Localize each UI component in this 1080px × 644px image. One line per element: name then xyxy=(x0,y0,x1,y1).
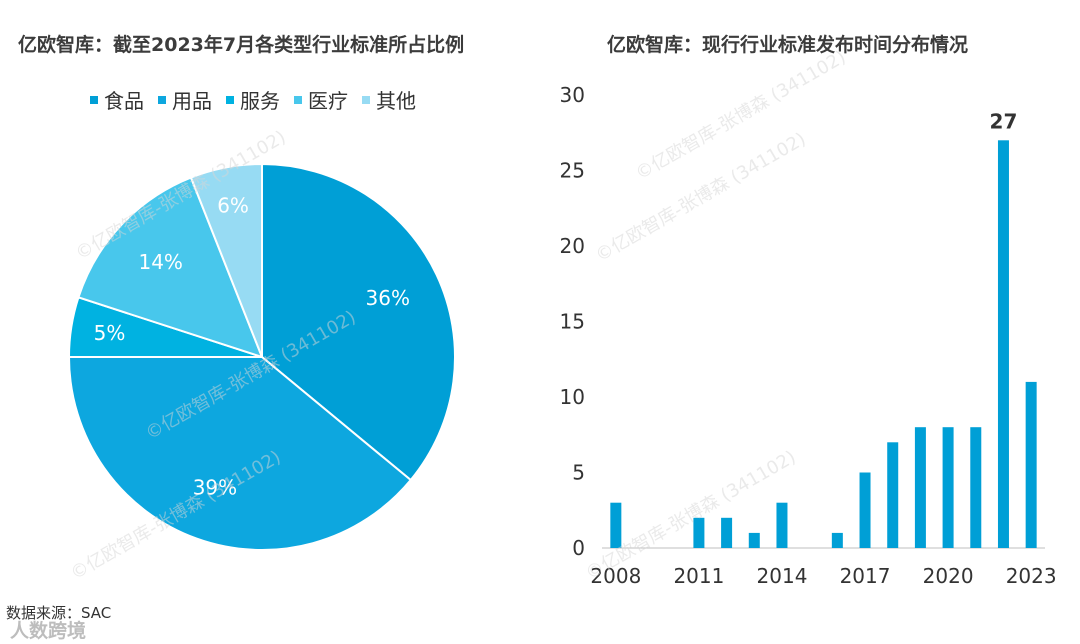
bar-2022 xyxy=(997,140,1009,549)
x-tick-label: 2014 xyxy=(757,564,808,588)
bar-2011 xyxy=(693,517,705,548)
pie-slice-医疗 xyxy=(77,176,264,359)
bar-2021 xyxy=(970,427,982,548)
bar-2008 xyxy=(610,502,622,548)
bar-2012 xyxy=(721,517,733,548)
legend-label: 食品 xyxy=(104,89,144,113)
legend-swatch xyxy=(362,95,370,104)
bar-2013 xyxy=(748,532,760,548)
pie-slice-label: 14% xyxy=(138,250,182,274)
legend-label: 医疗 xyxy=(308,89,348,113)
pie-slice-用品 xyxy=(67,356,413,551)
x-tick-label: 2011 xyxy=(673,564,724,588)
legend-swatch xyxy=(158,95,166,104)
pie-slice-label: 39% xyxy=(193,476,237,500)
pie-slice-食品 xyxy=(261,162,456,482)
legend-item: 其他 xyxy=(362,85,416,114)
y-tick-label: 15 xyxy=(560,310,585,334)
bar-2014 xyxy=(776,502,788,548)
legend-label: 其他 xyxy=(376,89,416,113)
bar-annotation: 27 xyxy=(990,109,1018,133)
legend-item: 医疗 xyxy=(294,85,348,114)
y-tick-label: 10 xyxy=(560,385,585,409)
x-tick-label: 2020 xyxy=(923,564,974,588)
y-tick-label: 30 xyxy=(560,83,585,107)
y-tick-label: 20 xyxy=(560,234,585,258)
legend-item: 服务 xyxy=(226,85,280,114)
x-tick-label: 2023 xyxy=(1006,564,1057,588)
bar-chart-title: 亿欧智库：现行行业标准发布时间分布情况 xyxy=(607,34,969,56)
bar-2017 xyxy=(859,472,871,548)
pie-slice-其他 xyxy=(189,162,263,358)
bar-2019 xyxy=(914,427,926,548)
pie-slice-label: 36% xyxy=(366,286,410,310)
bar-2016 xyxy=(831,532,843,548)
y-tick-label: 25 xyxy=(560,159,585,183)
pie-legend: 食品 用品 服务 医疗 其他 xyxy=(90,85,416,114)
legend-item: 用品 xyxy=(158,85,212,114)
y-tick-label: 5 xyxy=(572,461,585,485)
bar-2018 xyxy=(887,442,899,548)
legend-swatch xyxy=(294,95,302,104)
data-source-note: 数据来源：SAC xyxy=(6,604,112,622)
legend-swatch xyxy=(90,95,98,104)
legend-swatch xyxy=(226,95,234,104)
pie-chart-title: 亿欧智库：截至2023年7月各类型行业标准所占比例 xyxy=(18,34,465,56)
bar-2020 xyxy=(942,427,954,548)
legend-item: 食品 xyxy=(90,85,144,114)
bar-2023 xyxy=(1025,381,1037,548)
pie-slice-label: 5% xyxy=(94,321,126,345)
legend-label: 用品 xyxy=(172,89,212,113)
pie-slice-label: 6% xyxy=(217,193,249,217)
logo-watermark: 人数跨境 xyxy=(10,620,87,642)
y-tick-label: 0 xyxy=(572,536,585,560)
legend-label: 服务 xyxy=(240,89,280,113)
x-tick-label: 2008 xyxy=(590,564,641,588)
x-tick-label: 2017 xyxy=(840,564,891,588)
